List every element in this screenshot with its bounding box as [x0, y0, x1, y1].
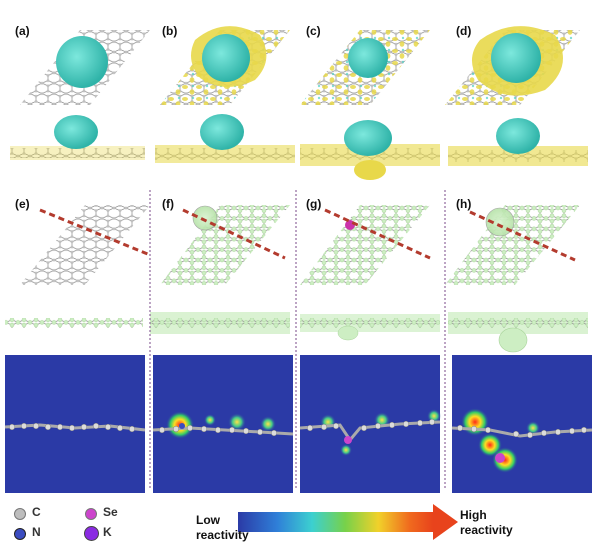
carbon-atom-icon — [14, 508, 26, 520]
panel-b-top-view — [160, 26, 290, 105]
panel-f-reactivity-map — [152, 355, 294, 493]
colorbar-high-label: High reactivity — [460, 508, 513, 538]
legend-label-n: N — [32, 525, 41, 539]
panel-h-side-view — [448, 312, 588, 353]
panel-h-reactivity-map — [451, 355, 593, 493]
colorbar-low-line1: Low — [196, 513, 220, 527]
panel-e-top-view — [20, 205, 151, 285]
panel-c-side-view — [300, 120, 440, 180]
legend-label-k: K — [103, 525, 112, 539]
panel-f-side-view — [150, 312, 290, 334]
panel-e-side-view — [5, 318, 143, 328]
panel-a-side-view — [10, 115, 145, 160]
panel-h-top-view — [445, 205, 580, 285]
panel-label-a: (a) — [15, 24, 30, 38]
colorbar-high-line1: High — [460, 508, 487, 522]
panel-label-f: (f) — [162, 197, 174, 211]
colorbar-low-label: Low reactivity — [196, 513, 249, 543]
colorbar-high-line2: reactivity — [460, 523, 513, 537]
panel-label-e: (e) — [15, 197, 30, 211]
legend-label-se: Se — [103, 505, 118, 519]
panel-label-d: (d) — [456, 24, 472, 38]
panel-b-side-view — [155, 114, 295, 163]
panel-g-reactivity-map — [299, 355, 441, 493]
panel-c-top-view — [300, 30, 430, 105]
selenium-atom-icon — [85, 508, 97, 520]
panel-label-c: (c) — [306, 24, 321, 38]
panel-e-reactivity-map — [4, 355, 146, 493]
colorbar-arrow-head — [433, 504, 458, 540]
colorbar-low-line2: reactivity — [196, 528, 249, 542]
potassium-atom-icon — [84, 526, 99, 541]
panel-g-side-view — [300, 314, 440, 341]
panel-g-top-view — [300, 205, 431, 285]
panel-label-b: (b) — [162, 24, 178, 38]
legend-label-c: C — [32, 505, 41, 519]
panel-label-h: (h) — [456, 197, 472, 211]
nitrogen-atom-icon — [14, 528, 26, 540]
panel-f-top-view — [160, 205, 290, 285]
panel-d-side-view — [448, 118, 588, 166]
panel-a-top-view — [20, 30, 150, 105]
reactivity-colorbar — [238, 512, 433, 532]
panel-d-top-view — [445, 26, 580, 105]
panel-label-g: (g) — [306, 197, 322, 211]
